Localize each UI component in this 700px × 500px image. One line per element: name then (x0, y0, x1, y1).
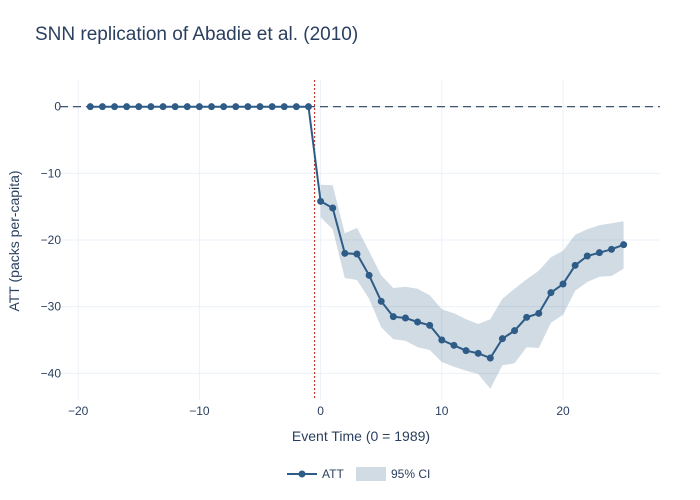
y-tick-label: −30 (41, 300, 62, 314)
att-point[interactable] (571, 261, 579, 269)
legend-ci-label: 95% CI (391, 467, 430, 481)
x-tick-label: 10 (435, 404, 449, 418)
att-point[interactable] (462, 347, 470, 355)
x-axis-title: Event Time (0 = 1989) (292, 428, 430, 444)
y-tick-label: −40 (41, 366, 62, 380)
att-point[interactable] (171, 103, 179, 111)
att-point[interactable] (438, 336, 446, 344)
att-point[interactable] (377, 297, 385, 305)
y-axis-title: ATT (packs per-capita) (6, 170, 22, 311)
att-point[interactable] (486, 354, 494, 362)
att-point[interactable] (389, 313, 397, 321)
att-point[interactable] (195, 103, 203, 111)
att-point[interactable] (620, 241, 628, 249)
y-axis-ticks: 0 −10 −20 −30 −40 (41, 100, 62, 381)
att-point[interactable] (511, 327, 519, 335)
att-point[interactable] (559, 280, 567, 288)
att-point[interactable] (111, 103, 119, 111)
x-axis-ticks: −20 −10 0 10 20 (68, 404, 570, 418)
legend-item-ci[interactable]: 95% CI (356, 467, 430, 481)
att-point[interactable] (159, 103, 167, 111)
att-point[interactable] (304, 103, 312, 111)
att-point[interactable] (426, 321, 434, 329)
att-point[interactable] (474, 349, 482, 357)
y-tick-label: −20 (41, 233, 62, 247)
y-tick-label: −10 (41, 166, 62, 180)
att-point[interactable] (523, 313, 531, 321)
att-point[interactable] (208, 103, 216, 111)
att-point[interactable] (353, 250, 361, 258)
att-point[interactable] (498, 335, 506, 343)
att-point[interactable] (595, 249, 603, 257)
x-tick-label: −10 (189, 404, 210, 418)
chart-title: SNN replication of Abadie et al. (2010) (35, 24, 358, 45)
legend-ci-swatch (356, 467, 386, 481)
att-point[interactable] (232, 103, 240, 111)
att-point[interactable] (401, 314, 409, 322)
att-point[interactable] (280, 103, 288, 111)
att-point[interactable] (98, 103, 106, 111)
att-point[interactable] (535, 309, 543, 317)
att-point[interactable] (365, 271, 373, 279)
reference-lines (60, 80, 660, 400)
att-point[interactable] (147, 103, 155, 111)
att-point[interactable] (450, 341, 458, 349)
legend-att-swatch-marker (298, 470, 306, 478)
att-point[interactable] (341, 249, 349, 257)
att-point[interactable] (135, 103, 143, 111)
att-point[interactable] (547, 289, 555, 297)
att-point[interactable] (268, 103, 276, 111)
legend: ATT 95% CI (287, 467, 430, 481)
att-point[interactable] (183, 103, 191, 111)
x-tick-label: 0 (317, 404, 324, 418)
x-tick-label: 20 (556, 404, 570, 418)
att-point[interactable] (123, 103, 131, 111)
att-point[interactable] (244, 103, 252, 111)
att-point[interactable] (317, 197, 325, 205)
att-point[interactable] (86, 103, 94, 111)
legend-item-att[interactable]: ATT (287, 467, 344, 481)
att-point[interactable] (256, 103, 264, 111)
att-point[interactable] (329, 204, 337, 212)
att-point[interactable] (414, 318, 422, 326)
att-markers (86, 103, 628, 362)
att-point[interactable] (220, 103, 228, 111)
y-tick-label: 0 (54, 100, 61, 114)
ci-band-layer (320, 184, 624, 389)
legend-att-label: ATT (322, 467, 344, 481)
ci-band (320, 184, 624, 389)
att-point[interactable] (292, 103, 300, 111)
att-point[interactable] (583, 252, 591, 260)
att-point[interactable] (608, 245, 616, 253)
x-tick-label: −20 (68, 404, 89, 418)
